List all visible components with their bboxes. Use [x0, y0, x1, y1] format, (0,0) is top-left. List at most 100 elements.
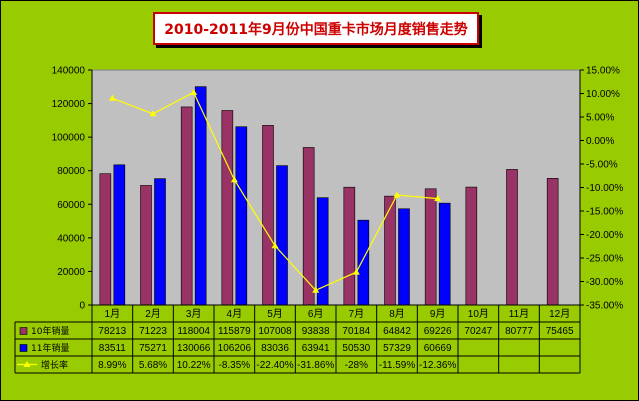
- data-label: 57329: [383, 343, 411, 354]
- data-label: 10.22%: [177, 360, 211, 371]
- data-label: -12.36%: [419, 360, 456, 371]
- right-axis-tick-label: 5.00%: [586, 113, 614, 124]
- rate-point-1: [108, 94, 116, 101]
- left-axis-tick-label: 0: [79, 301, 85, 312]
- data-label: 5.68%: [139, 360, 167, 371]
- category-label: 5月: [267, 308, 283, 320]
- bar-11-2: [154, 178, 166, 306]
- rate-point-6: [312, 286, 320, 293]
- data-label: 8.99%: [98, 360, 126, 371]
- plot-area: [91, 69, 581, 306]
- bar-10-1: [99, 173, 112, 306]
- data-label: 93838: [302, 326, 330, 337]
- rate-point-4: [230, 176, 238, 183]
- legend-key-2: [19, 344, 28, 352]
- legend-label-1: 10年销量: [31, 325, 69, 337]
- data-label: 130066: [177, 343, 211, 354]
- category-label: 7月: [349, 308, 365, 320]
- data-label: -31.86%: [297, 360, 334, 371]
- data-label: 106206: [218, 343, 252, 354]
- bar-11-8: [398, 208, 410, 306]
- data-label: 118004: [177, 326, 210, 337]
- right-axis-tick-label: -15.00%: [586, 207, 623, 218]
- category-label: 4月: [227, 308, 243, 320]
- category-label: 12月: [549, 308, 570, 320]
- right-axis-tick-label: -10.00%: [586, 183, 623, 194]
- data-label: 80777: [505, 326, 533, 337]
- bar-10-3: [180, 106, 193, 306]
- legend-label-3: 增长率: [41, 359, 68, 371]
- bar-11-9: [438, 202, 451, 306]
- bar-11-3: [194, 86, 207, 306]
- data-label: 107008: [258, 326, 292, 337]
- right-axis-tick-label: -30.00%: [586, 277, 623, 288]
- data-label: 63941: [302, 343, 330, 354]
- rate-point-8: [393, 191, 401, 198]
- bar-10-4: [221, 110, 234, 306]
- data-label: 83036: [261, 343, 289, 354]
- legend-key-marker: [23, 361, 31, 367]
- left-axis-tick-label: 80000: [57, 166, 85, 177]
- data-label: 75271: [139, 343, 167, 354]
- category-label: 9月: [430, 308, 446, 320]
- rate-point-2: [149, 110, 157, 117]
- right-axis-tick-label: -35.00%: [586, 301, 623, 312]
- data-label: 78213: [98, 326, 126, 337]
- bar-10-7: [343, 186, 356, 306]
- category-label: 11月: [509, 308, 529, 320]
- right-axis-tick-label: 15.00%: [586, 66, 620, 77]
- right-axis-tick-label: 0.00%: [586, 136, 614, 147]
- right-axis-tick-label: -20.00%: [586, 230, 623, 241]
- bar-11-1: [113, 164, 126, 306]
- data-label: 70184: [342, 326, 370, 337]
- bar-10-8: [384, 195, 396, 306]
- rate-point-5: [271, 242, 279, 249]
- data-label: 70247: [464, 326, 492, 337]
- bar-10-11: [506, 169, 518, 306]
- data-label: 69226: [424, 326, 452, 337]
- left-axis-tick-label: 40000: [57, 233, 85, 244]
- data-label: 64842: [383, 326, 411, 337]
- data-label: 83511: [99, 343, 127, 354]
- chart-title: 2010-2011年9月份中国重卡市场月度销售走势: [153, 12, 479, 45]
- data-label: 60669: [424, 343, 452, 354]
- bar-11-7: [357, 219, 370, 306]
- legend-key-1: [19, 327, 28, 335]
- chart-title-text: 2010-2011年9月份中国重卡市场月度销售走势: [164, 21, 468, 38]
- rate-point-7: [352, 268, 360, 275]
- left-axis-tick-label: 20000: [57, 267, 85, 278]
- legend-label-2: 11年销量: [31, 342, 69, 354]
- data-label: -8.35%: [218, 360, 250, 371]
- category-label: 3月: [186, 308, 202, 320]
- data-label: 71223: [139, 326, 167, 337]
- rate-point-9: [434, 195, 442, 202]
- bar-10-2: [140, 185, 152, 306]
- right-axis-tick-label: -5.00%: [586, 160, 618, 171]
- data-label: 115879: [218, 326, 251, 337]
- data-label: -22.40%: [256, 360, 293, 371]
- left-axis-tick-label: 100000: [52, 133, 86, 144]
- data-label: -28%: [345, 360, 368, 371]
- data-label: 75465: [546, 326, 574, 337]
- bar-10-9: [424, 188, 437, 306]
- left-axis-tick-label: 120000: [52, 99, 86, 110]
- bar-11-4: [235, 126, 248, 306]
- bar-10-6: [302, 147, 315, 306]
- category-label: 6月: [308, 308, 324, 320]
- category-label: 8月: [389, 308, 405, 320]
- bar-10-10: [465, 186, 478, 306]
- data-label: -11.59%: [379, 360, 416, 371]
- right-axis-tick-label: -25.00%: [586, 254, 623, 265]
- category-label: 10月: [468, 308, 489, 320]
- left-axis-tick-label: 140000: [52, 66, 86, 77]
- right-axis-tick-label: 10.00%: [586, 89, 620, 100]
- bar-10-12: [546, 178, 559, 306]
- category-label: 2月: [145, 308, 161, 320]
- left-axis-tick-label: 60000: [57, 200, 85, 211]
- category-label: 1月: [105, 308, 121, 320]
- bar-10-5: [262, 125, 274, 306]
- data-label: 50530: [342, 343, 370, 354]
- rate-point-3: [190, 88, 198, 95]
- bar-11-5: [276, 165, 288, 306]
